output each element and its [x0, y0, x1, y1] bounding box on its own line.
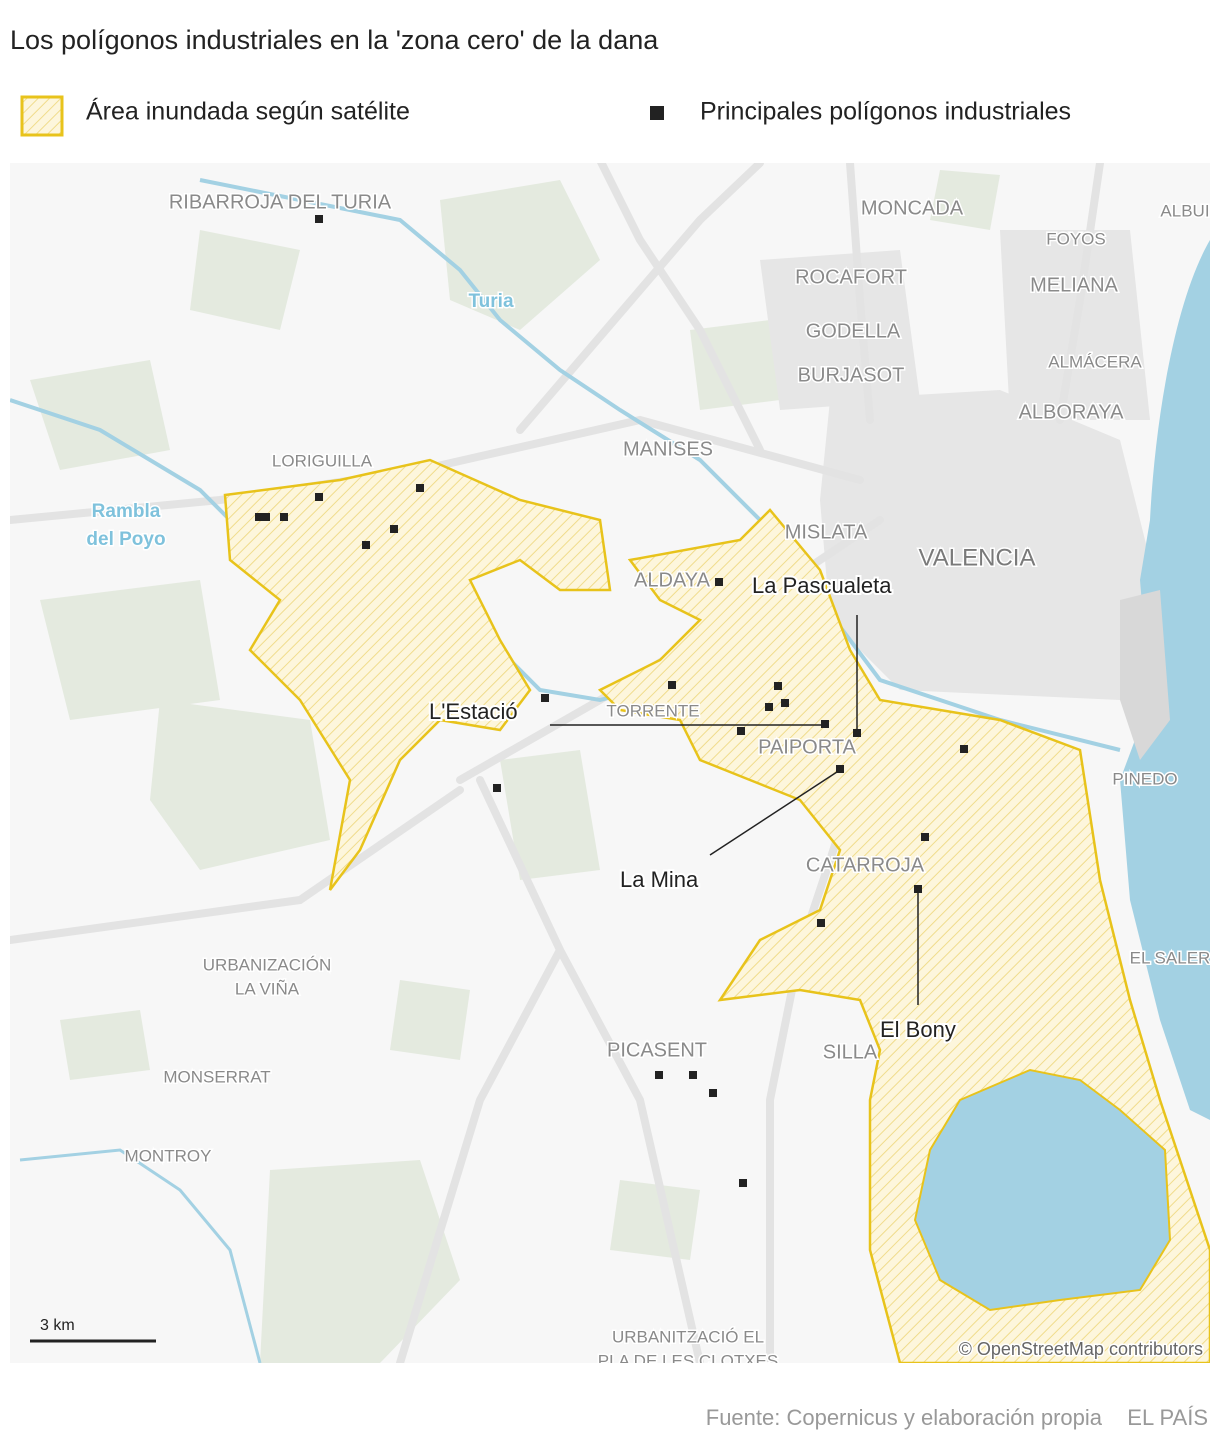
place-label: MANISES	[623, 438, 713, 460]
river-turia	[199, 178, 1121, 752]
industrial-park	[836, 765, 844, 773]
place-label: MONCADA	[861, 197, 964, 219]
place-label: ROCAFORT	[795, 266, 907, 288]
river-label: Turia	[468, 291, 513, 312]
place-label: ALDAYA	[634, 569, 711, 591]
industrial-park	[416, 484, 424, 492]
industrial-park	[774, 682, 782, 690]
place-label: VALENCIA	[919, 544, 1036, 571]
industrial-park	[280, 513, 288, 521]
place-label: PAIPORTA	[758, 736, 856, 758]
place-label: GODELLA	[806, 320, 901, 342]
industrial-park	[493, 784, 501, 792]
callout-label: El Bony	[880, 1017, 956, 1042]
industrial-park	[689, 1071, 697, 1079]
industrial-park	[390, 525, 398, 533]
green-areas	[30, 170, 1000, 1363]
place-label: URBANIZACIÓN	[203, 955, 331, 974]
industrial-park	[315, 215, 323, 223]
callout-label: L'Estació	[429, 699, 518, 724]
brand: EL PAÍS	[1127, 1405, 1208, 1430]
place-label: FOYOS	[1046, 229, 1106, 248]
place-label: ALBORAYA	[1019, 401, 1125, 423]
industrial-park	[668, 681, 676, 689]
scale-label: 3 km	[40, 1317, 75, 1334]
place-label: ALBUI	[1160, 201, 1209, 220]
callout-lines	[550, 615, 919, 1005]
title: Los polígonos industriales en la 'zona c…	[10, 25, 659, 55]
place-label: LA VIÑA	[235, 979, 300, 998]
place-label: LORIGUILLA	[272, 451, 373, 470]
river-label: del Poyo	[86, 529, 165, 550]
industrial-park	[821, 720, 829, 728]
industrial-park	[739, 1179, 747, 1187]
source: Fuente: Copernicus y elaboración propia	[706, 1405, 1103, 1430]
place-label: TORRENTE	[606, 701, 699, 720]
place-label: BURJASOT	[798, 364, 905, 386]
place-label: PICASENT	[607, 1039, 707, 1061]
place-label: PLA DE LES CLOTXES	[598, 1351, 778, 1370]
place-label: CATARROJA	[806, 854, 925, 876]
industrial-park	[737, 727, 745, 735]
legend-label: Área inundada según satélite	[86, 97, 410, 126]
place-label: MISLATA	[785, 521, 868, 543]
callout-label: La Pascualeta	[752, 573, 892, 598]
industrial-park	[914, 885, 922, 893]
industrial-park	[715, 578, 723, 586]
place-label: PINEDO	[1112, 769, 1177, 788]
map: RIBARROJA DEL TURIA MONCADA ALBUI FOYOS …	[10, 163, 1211, 1370]
industrial-park	[315, 493, 323, 501]
industrial-park	[362, 541, 370, 549]
port	[1120, 590, 1170, 760]
industrial-park	[960, 745, 968, 753]
industrial-park	[781, 699, 789, 707]
industrial-park	[255, 513, 263, 521]
attribution: © OpenStreetMap contributors	[959, 1339, 1203, 1359]
industrial-park	[541, 694, 549, 702]
legend-label: Principales polígonos industriales	[700, 98, 1071, 126]
industrial-park	[765, 703, 773, 711]
place-label: MONTROY	[125, 1146, 212, 1165]
river-label: Rambla	[92, 501, 161, 522]
albufera-lake	[913, 1068, 1172, 1312]
industrial-parks	[255, 215, 968, 1187]
callout-label: La Mina	[620, 867, 699, 892]
industrial-park	[921, 833, 929, 841]
legend-swatch-industrial	[650, 106, 664, 120]
industrial-park	[709, 1089, 717, 1097]
industrial-park	[262, 513, 270, 521]
place-label: SILLA	[823, 1041, 878, 1063]
place-label: ALMÁCERA	[1048, 352, 1142, 371]
place-label: EL SALER	[1130, 948, 1211, 967]
place-labels: RIBARROJA DEL TURIA MONCADA ALBUI FOYOS …	[85, 190, 1211, 1370]
industrial-park	[817, 919, 825, 927]
place-label: MELIANA	[1030, 274, 1118, 296]
legend-swatch-flood	[20, 95, 64, 137]
river	[19, 1148, 262, 1363]
callout-line	[709, 769, 841, 856]
place-label: RIBARROJA DEL TURIA	[169, 191, 392, 213]
place-label: URBANITZACIÓ EL	[612, 1327, 764, 1346]
industrial-park	[655, 1071, 663, 1079]
place-label: MONSERRAT	[163, 1067, 270, 1086]
